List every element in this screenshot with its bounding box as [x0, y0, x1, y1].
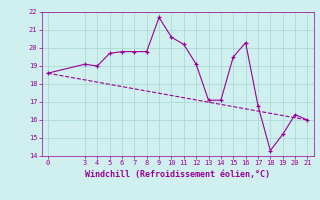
X-axis label: Windchill (Refroidissement éolien,°C): Windchill (Refroidissement éolien,°C)	[85, 170, 270, 179]
